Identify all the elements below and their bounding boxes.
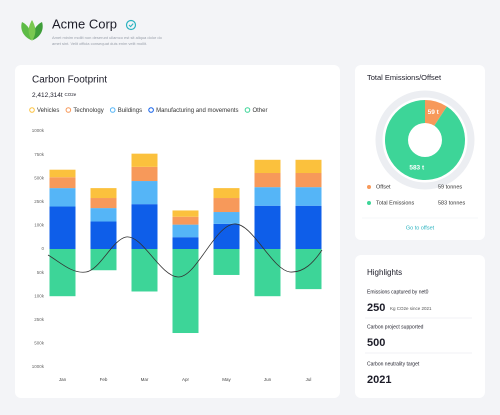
legend-value: 59 tonnes [438,184,462,190]
y-tick-label: 50k [37,270,45,275]
legend-marker [109,107,116,113]
legend-label: Buildings [118,108,142,114]
bar-segment [295,187,322,206]
bar-segment [254,249,281,297]
y-tick-label: 1000k [32,364,45,369]
highlights-card [355,255,485,398]
legend-marker [29,107,35,113]
legend-label: Vehicles [37,108,59,114]
verified-icon [125,19,137,31]
highlight-label: Carbon neutrality target [367,361,420,367]
highlight-label: Carbon project supported [367,324,424,330]
legend-label: Other [252,108,267,114]
bar-segment [254,205,281,249]
bar-segment [213,249,240,275]
bar-segment [49,206,76,249]
y-tick-label: 750k [34,152,45,157]
bar-segment [131,181,158,205]
donut-ring [375,90,475,190]
y-tick-label: 500k [34,175,45,180]
bar-segment [172,216,199,225]
x-tick-label: Jul [306,377,312,382]
bar-segment [295,159,322,174]
bar-segment [49,249,76,297]
bar-segment [213,212,240,224]
bar-segment [90,208,117,222]
bar-segment [295,249,322,290]
plot: 1000k 750k 500k 250k 100k 0 50k 100k 250k 500k 100… [32,128,322,382]
bar-segment [90,188,117,199]
bar-segment [131,249,158,292]
legend-marker [148,107,154,113]
bar-segment [172,224,199,238]
bar-segment [172,210,199,217]
bar-segment [213,198,240,213]
slice-label: 59 t [428,109,440,116]
legend-marker [367,185,371,189]
y-tick-label: 0 [41,246,44,251]
bar-segment [254,173,281,188]
highlight-label: Emissions captured by net0 [367,289,429,295]
bar-segment [131,166,158,182]
legend-label: Offset [376,184,391,190]
highlight-unit: Kg CO2e since 2021 [390,306,432,311]
y-tick-label: 250k [34,199,45,204]
trend-curve [47,223,323,278]
bar-segment [172,249,199,334]
total: 2,412,314t CO2e [32,92,77,99]
company-name: Acme Corp [52,16,117,31]
bar-segment [49,188,76,207]
x-tick-label: Jan [59,377,67,382]
highlight-value: 250 [367,302,385,314]
bar-segment [131,153,158,167]
x-tick-label: Mar [141,377,149,382]
legend-value: 583 tonnes [438,200,465,206]
legend-marker [65,107,72,113]
bar-segment [49,169,76,178]
x-tick-label: Feb [100,377,108,382]
x-tick-label: Jun [264,377,272,382]
bar-segment [295,173,322,188]
x-tick-label: Apr [182,377,190,382]
y-tick-label: 500k [34,341,45,346]
donut-hole [408,123,442,157]
bar-segment [295,205,322,249]
donut: 59 t 583 t Offset 59 tonnes Total Emissions 5… [367,100,465,206]
total-unit: CO2e [65,92,77,97]
chart-title: Carbon Footprint [32,75,107,86]
legend-marker [367,201,371,205]
legend-label: Technology [73,108,103,114]
offset-link[interactable]: Go to offset [406,225,435,231]
bar-segment [131,204,158,249]
legend-label: Total Emissions [376,200,414,206]
legend: Vehicles Technology Buildings Manufacturing… [29,107,267,114]
y-tick-label: 1000k [32,128,45,133]
x-tick-label: May [222,377,231,382]
legend-marker [244,107,251,113]
bar-segment [49,177,76,189]
highlight-value: 2021 [367,374,391,386]
bar-segment [254,187,281,206]
bar-segment [90,221,117,249]
y-tick-label: 100k [34,293,45,298]
highlights-title: Highlights [367,268,402,277]
slice-label: 583 t [409,165,425,172]
bar-segment [90,198,117,209]
bar-segment [172,237,199,249]
legend-label: Manufacturing and movements [156,108,238,114]
bar-segment [90,249,117,271]
bar-segment [213,188,240,199]
highlight-value: 500 [367,337,385,349]
bar-segment [213,223,240,249]
y-tick-label: 100k [34,223,45,228]
bar-segment [254,159,281,174]
total-value: 2,412,314t [32,92,63,99]
logo [21,20,43,41]
company-subtitle: Amet minim mollit non deserunt ullamco e… [52,35,163,40]
company-subtitle: amet sint. Velit officia consequat duis … [52,41,147,46]
donut-title: Total Emissions/Offset [367,73,442,82]
y-tick-label: 250k [34,317,45,322]
